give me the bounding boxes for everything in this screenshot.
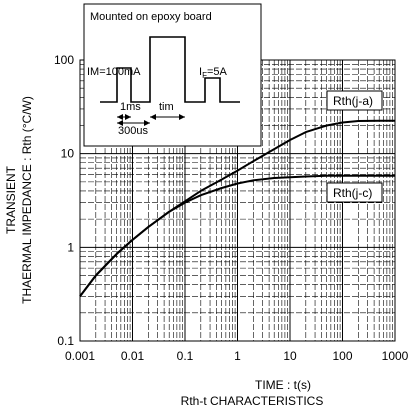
width-arrow-right [125,114,131,120]
x-tick-label: 10 [283,349,297,363]
x-tick-label: 0.01 [121,349,145,363]
legend-rth-j-c: Rth(j-c) [326,182,383,203]
inset-if-label: IF=5A [199,66,227,80]
legend-label-rth-j-a: Rth(j-a) [333,94,373,108]
x-axis-label: TIME : t(s) [255,378,311,392]
y-tick-label: 0.1 [57,334,74,348]
legend-label-rth-j-c: Rth(j-c) [333,186,372,200]
inset-box: Mounted on epoxy board IM=100mA IF=5A 1m… [83,3,262,147]
tim-arrow-left [150,114,156,120]
period-arrow-left [117,120,123,126]
y-tick-label: 1 [67,240,74,254]
chart-title: Rth-t CHARACTERISTICS [181,394,324,408]
period-arrow-right [144,120,150,126]
y-axis-label-line2: THAERMAL IMPEDANCE : Rth (°C/W) [20,96,34,304]
width-arrow-left [117,114,123,120]
x-tick-label: 0.001 [65,349,95,363]
series-line-rth-j-c- [79,174,395,297]
pulse-waveform [100,36,240,103]
y-axis-label-line1: TRANSIENT [4,165,18,234]
inset-im-label: IM=100mA [87,66,141,78]
y-tick-label: 100 [54,53,74,67]
tim-arrow-right [179,114,185,120]
inset-pulse-width-label: 1ms [120,101,141,113]
inset-period-label: 300us [118,125,148,137]
legend-rth-j-a: Rth(j-a) [326,90,383,111]
curves [79,119,395,297]
inset-title: Mounted on epoxy board [90,11,212,23]
x-tick-label: 100 [332,349,352,363]
y-tick-label: 10 [61,147,75,161]
x-tick-label: 0.1 [177,349,194,363]
x-tick-label: 1000 [382,349,409,363]
tick-labels: 0.001 0.01 0.1 1 10 100 1000 0.1 1 10 100 [54,53,409,363]
x-tick-label: 1 [234,349,241,363]
inset-tim-label: tim [159,101,174,113]
